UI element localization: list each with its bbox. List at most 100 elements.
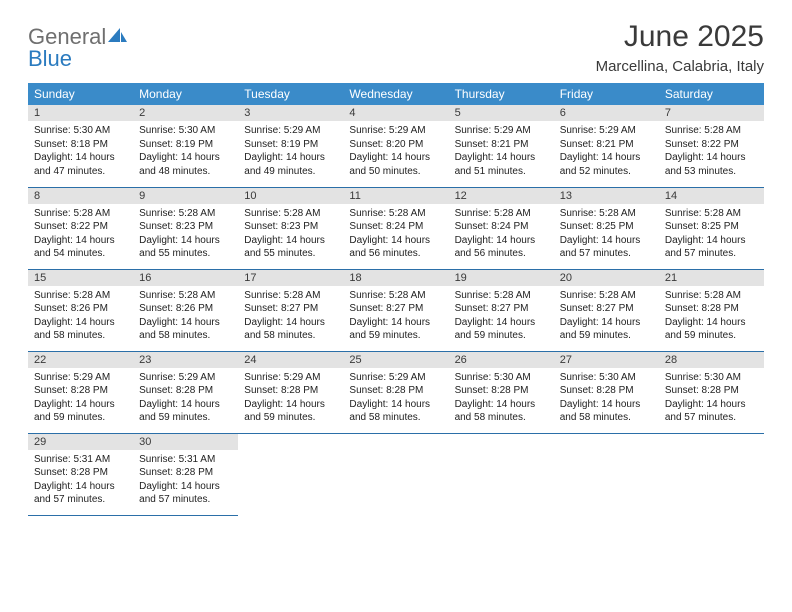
daylight-line: Daylight: 14 hours and 54 minutes. [34, 234, 127, 261]
day-details: Sunrise: 5:29 AMSunset: 8:21 PMDaylight:… [449, 121, 554, 184]
day-header-wednesday: Wednesday [343, 83, 448, 105]
sunrise-line: Sunrise: 5:28 AM [349, 207, 442, 221]
day-details: Sunrise: 5:30 AMSunset: 8:18 PMDaylight:… [28, 121, 133, 184]
day-details: Sunrise: 5:28 AMSunset: 8:24 PMDaylight:… [343, 204, 448, 267]
day-cell: 19Sunrise: 5:28 AMSunset: 8:27 PMDayligh… [449, 269, 554, 351]
sunset-line: Sunset: 8:28 PM [139, 466, 232, 480]
day-details: Sunrise: 5:29 AMSunset: 8:19 PMDaylight:… [238, 121, 343, 184]
sunrise-line: Sunrise: 5:30 AM [34, 124, 127, 138]
week-row: 22Sunrise: 5:29 AMSunset: 8:28 PMDayligh… [28, 351, 764, 433]
day-cell: 1Sunrise: 5:30 AMSunset: 8:18 PMDaylight… [28, 105, 133, 187]
location: Marcellina, Calabria, Italy [596, 58, 764, 75]
title-block: June 2025 Marcellina, Calabria, Italy [596, 20, 764, 75]
calendar-table: Sunday Monday Tuesday Wednesday Thursday… [28, 83, 764, 516]
day-number: 2 [133, 105, 238, 121]
day-number: 12 [449, 188, 554, 204]
daylight-line: Daylight: 14 hours and 48 minutes. [139, 151, 232, 178]
daylight-line: Daylight: 14 hours and 55 minutes. [244, 234, 337, 261]
daylight-line: Daylight: 14 hours and 47 minutes. [34, 151, 127, 178]
daylight-line: Daylight: 14 hours and 58 minutes. [139, 316, 232, 343]
daylight-line: Daylight: 14 hours and 52 minutes. [560, 151, 653, 178]
day-cell: 25Sunrise: 5:29 AMSunset: 8:28 PMDayligh… [343, 351, 448, 433]
logo-text: GeneralBlue [28, 26, 128, 70]
sunset-line: Sunset: 8:21 PM [455, 138, 548, 152]
day-number: 7 [659, 105, 764, 121]
day-number: 10 [238, 188, 343, 204]
day-cell: 6Sunrise: 5:29 AMSunset: 8:21 PMDaylight… [554, 105, 659, 187]
daylight-line: Daylight: 14 hours and 58 minutes. [560, 398, 653, 425]
sunrise-line: Sunrise: 5:28 AM [455, 289, 548, 303]
day-number: 6 [554, 105, 659, 121]
day-cell: 7Sunrise: 5:28 AMSunset: 8:22 PMDaylight… [659, 105, 764, 187]
sunrise-line: Sunrise: 5:28 AM [455, 207, 548, 221]
sunset-line: Sunset: 8:27 PM [244, 302, 337, 316]
day-details: Sunrise: 5:28 AMSunset: 8:22 PMDaylight:… [28, 204, 133, 267]
daylight-line: Daylight: 14 hours and 49 minutes. [244, 151, 337, 178]
day-cell: 12Sunrise: 5:28 AMSunset: 8:24 PMDayligh… [449, 187, 554, 269]
day-details: Sunrise: 5:28 AMSunset: 8:27 PMDaylight:… [449, 286, 554, 349]
daylight-line: Daylight: 14 hours and 57 minutes. [665, 234, 758, 261]
daylight-line: Daylight: 14 hours and 50 minutes. [349, 151, 442, 178]
day-details: Sunrise: 5:29 AMSunset: 8:28 PMDaylight:… [343, 368, 448, 431]
day-number: 16 [133, 270, 238, 286]
day-header-row: Sunday Monday Tuesday Wednesday Thursday… [28, 83, 764, 105]
calendar-body: 1Sunrise: 5:30 AMSunset: 8:18 PMDaylight… [28, 105, 764, 515]
day-number: 18 [343, 270, 448, 286]
daylight-line: Daylight: 14 hours and 59 minutes. [560, 316, 653, 343]
day-cell: 14Sunrise: 5:28 AMSunset: 8:25 PMDayligh… [659, 187, 764, 269]
day-details: Sunrise: 5:29 AMSunset: 8:28 PMDaylight:… [28, 368, 133, 431]
sunset-line: Sunset: 8:28 PM [560, 384, 653, 398]
day-number: 28 [659, 352, 764, 368]
day-cell: 4Sunrise: 5:29 AMSunset: 8:20 PMDaylight… [343, 105, 448, 187]
day-details: Sunrise: 5:28 AMSunset: 8:25 PMDaylight:… [659, 204, 764, 267]
sunset-line: Sunset: 8:28 PM [34, 466, 127, 480]
sunset-line: Sunset: 8:26 PM [139, 302, 232, 316]
day-cell: 24Sunrise: 5:29 AMSunset: 8:28 PMDayligh… [238, 351, 343, 433]
day-number: 24 [238, 352, 343, 368]
sunrise-line: Sunrise: 5:29 AM [244, 371, 337, 385]
day-cell: 29Sunrise: 5:31 AMSunset: 8:28 PMDayligh… [28, 433, 133, 515]
day-number: 25 [343, 352, 448, 368]
daylight-line: Daylight: 14 hours and 57 minutes. [560, 234, 653, 261]
day-cell: 2Sunrise: 5:30 AMSunset: 8:19 PMDaylight… [133, 105, 238, 187]
day-number: 3 [238, 105, 343, 121]
day-number: 17 [238, 270, 343, 286]
week-row: 1Sunrise: 5:30 AMSunset: 8:18 PMDaylight… [28, 105, 764, 187]
day-cell: 17Sunrise: 5:28 AMSunset: 8:27 PMDayligh… [238, 269, 343, 351]
day-details: Sunrise: 5:31 AMSunset: 8:28 PMDaylight:… [133, 450, 238, 513]
day-details: Sunrise: 5:30 AMSunset: 8:28 PMDaylight:… [449, 368, 554, 431]
day-header-tuesday: Tuesday [238, 83, 343, 105]
day-cell: 3Sunrise: 5:29 AMSunset: 8:19 PMDaylight… [238, 105, 343, 187]
day-details: Sunrise: 5:28 AMSunset: 8:22 PMDaylight:… [659, 121, 764, 184]
logo: GeneralBlue [28, 26, 128, 70]
sunset-line: Sunset: 8:25 PM [560, 220, 653, 234]
sunrise-line: Sunrise: 5:29 AM [349, 124, 442, 138]
sunset-line: Sunset: 8:23 PM [244, 220, 337, 234]
logo-text-blue: Blue [28, 46, 72, 71]
sunrise-line: Sunrise: 5:28 AM [560, 289, 653, 303]
sunrise-line: Sunrise: 5:30 AM [560, 371, 653, 385]
sunset-line: Sunset: 8:28 PM [665, 302, 758, 316]
sunset-line: Sunset: 8:20 PM [349, 138, 442, 152]
day-cell: 22Sunrise: 5:29 AMSunset: 8:28 PMDayligh… [28, 351, 133, 433]
day-cell: 16Sunrise: 5:28 AMSunset: 8:26 PMDayligh… [133, 269, 238, 351]
day-number: 19 [449, 270, 554, 286]
sunrise-line: Sunrise: 5:28 AM [244, 207, 337, 221]
day-cell [343, 433, 448, 515]
day-number: 11 [343, 188, 448, 204]
day-number: 13 [554, 188, 659, 204]
sunrise-line: Sunrise: 5:28 AM [139, 207, 232, 221]
day-cell [449, 433, 554, 515]
sunset-line: Sunset: 8:27 PM [560, 302, 653, 316]
day-cell: 20Sunrise: 5:28 AMSunset: 8:27 PMDayligh… [554, 269, 659, 351]
day-details: Sunrise: 5:30 AMSunset: 8:28 PMDaylight:… [659, 368, 764, 431]
month-title: June 2025 [596, 20, 764, 54]
sunrise-line: Sunrise: 5:30 AM [665, 371, 758, 385]
sail-icon [106, 26, 128, 44]
day-cell [659, 433, 764, 515]
daylight-line: Daylight: 14 hours and 57 minutes. [34, 480, 127, 507]
daylight-line: Daylight: 14 hours and 59 minutes. [665, 316, 758, 343]
sunrise-line: Sunrise: 5:28 AM [349, 289, 442, 303]
sunset-line: Sunset: 8:22 PM [665, 138, 758, 152]
sunrise-line: Sunrise: 5:29 AM [244, 124, 337, 138]
